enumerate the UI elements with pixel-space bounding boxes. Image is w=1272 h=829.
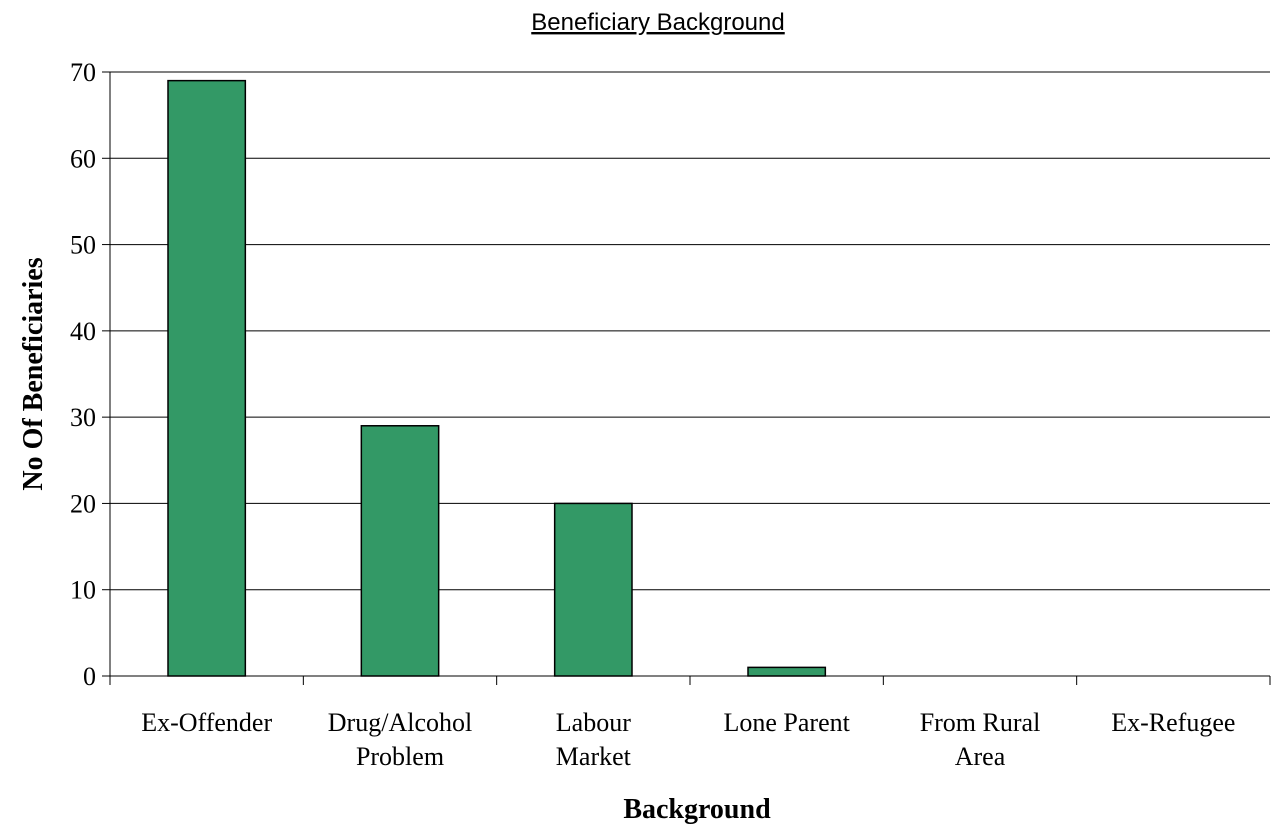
y-tick-label: 10 <box>70 576 96 605</box>
bar <box>553 502 633 677</box>
y-tick-label: 40 <box>70 317 96 346</box>
axes <box>102 71 1271 685</box>
gridlines <box>110 71 1270 591</box>
x-category-label: Drug/Alcohol Problem <box>328 708 472 771</box>
x-category-label: From Rural Area <box>920 708 1041 771</box>
y-tick-label: 60 <box>70 144 96 173</box>
y-axis-title: No Of Beneficiaries <box>18 257 49 490</box>
bars <box>167 79 827 677</box>
labels: 0 10 20 30 40 50 60 70 Ex-Offender Drug/Alcohol Pr… <box>70 58 1235 771</box>
bar <box>360 425 440 677</box>
x-category-label: Labour Market <box>556 708 632 771</box>
y-tick-label: 30 <box>70 403 96 432</box>
chart-title: Beneficiary Background <box>531 9 784 36</box>
x-category-label: Lone Parent <box>723 708 850 737</box>
y-tick-label: 70 <box>70 58 96 87</box>
y-tick-label: 0 <box>83 662 96 691</box>
y-tick-label: 20 <box>70 489 96 518</box>
x-category-label: Ex-Offender <box>141 708 272 737</box>
bar <box>167 79 247 677</box>
y-tick-label: 50 <box>70 231 96 260</box>
bar <box>747 666 827 677</box>
x-axis-title: Background <box>623 794 771 825</box>
x-category-label: Ex-Refugee <box>1111 708 1235 737</box>
